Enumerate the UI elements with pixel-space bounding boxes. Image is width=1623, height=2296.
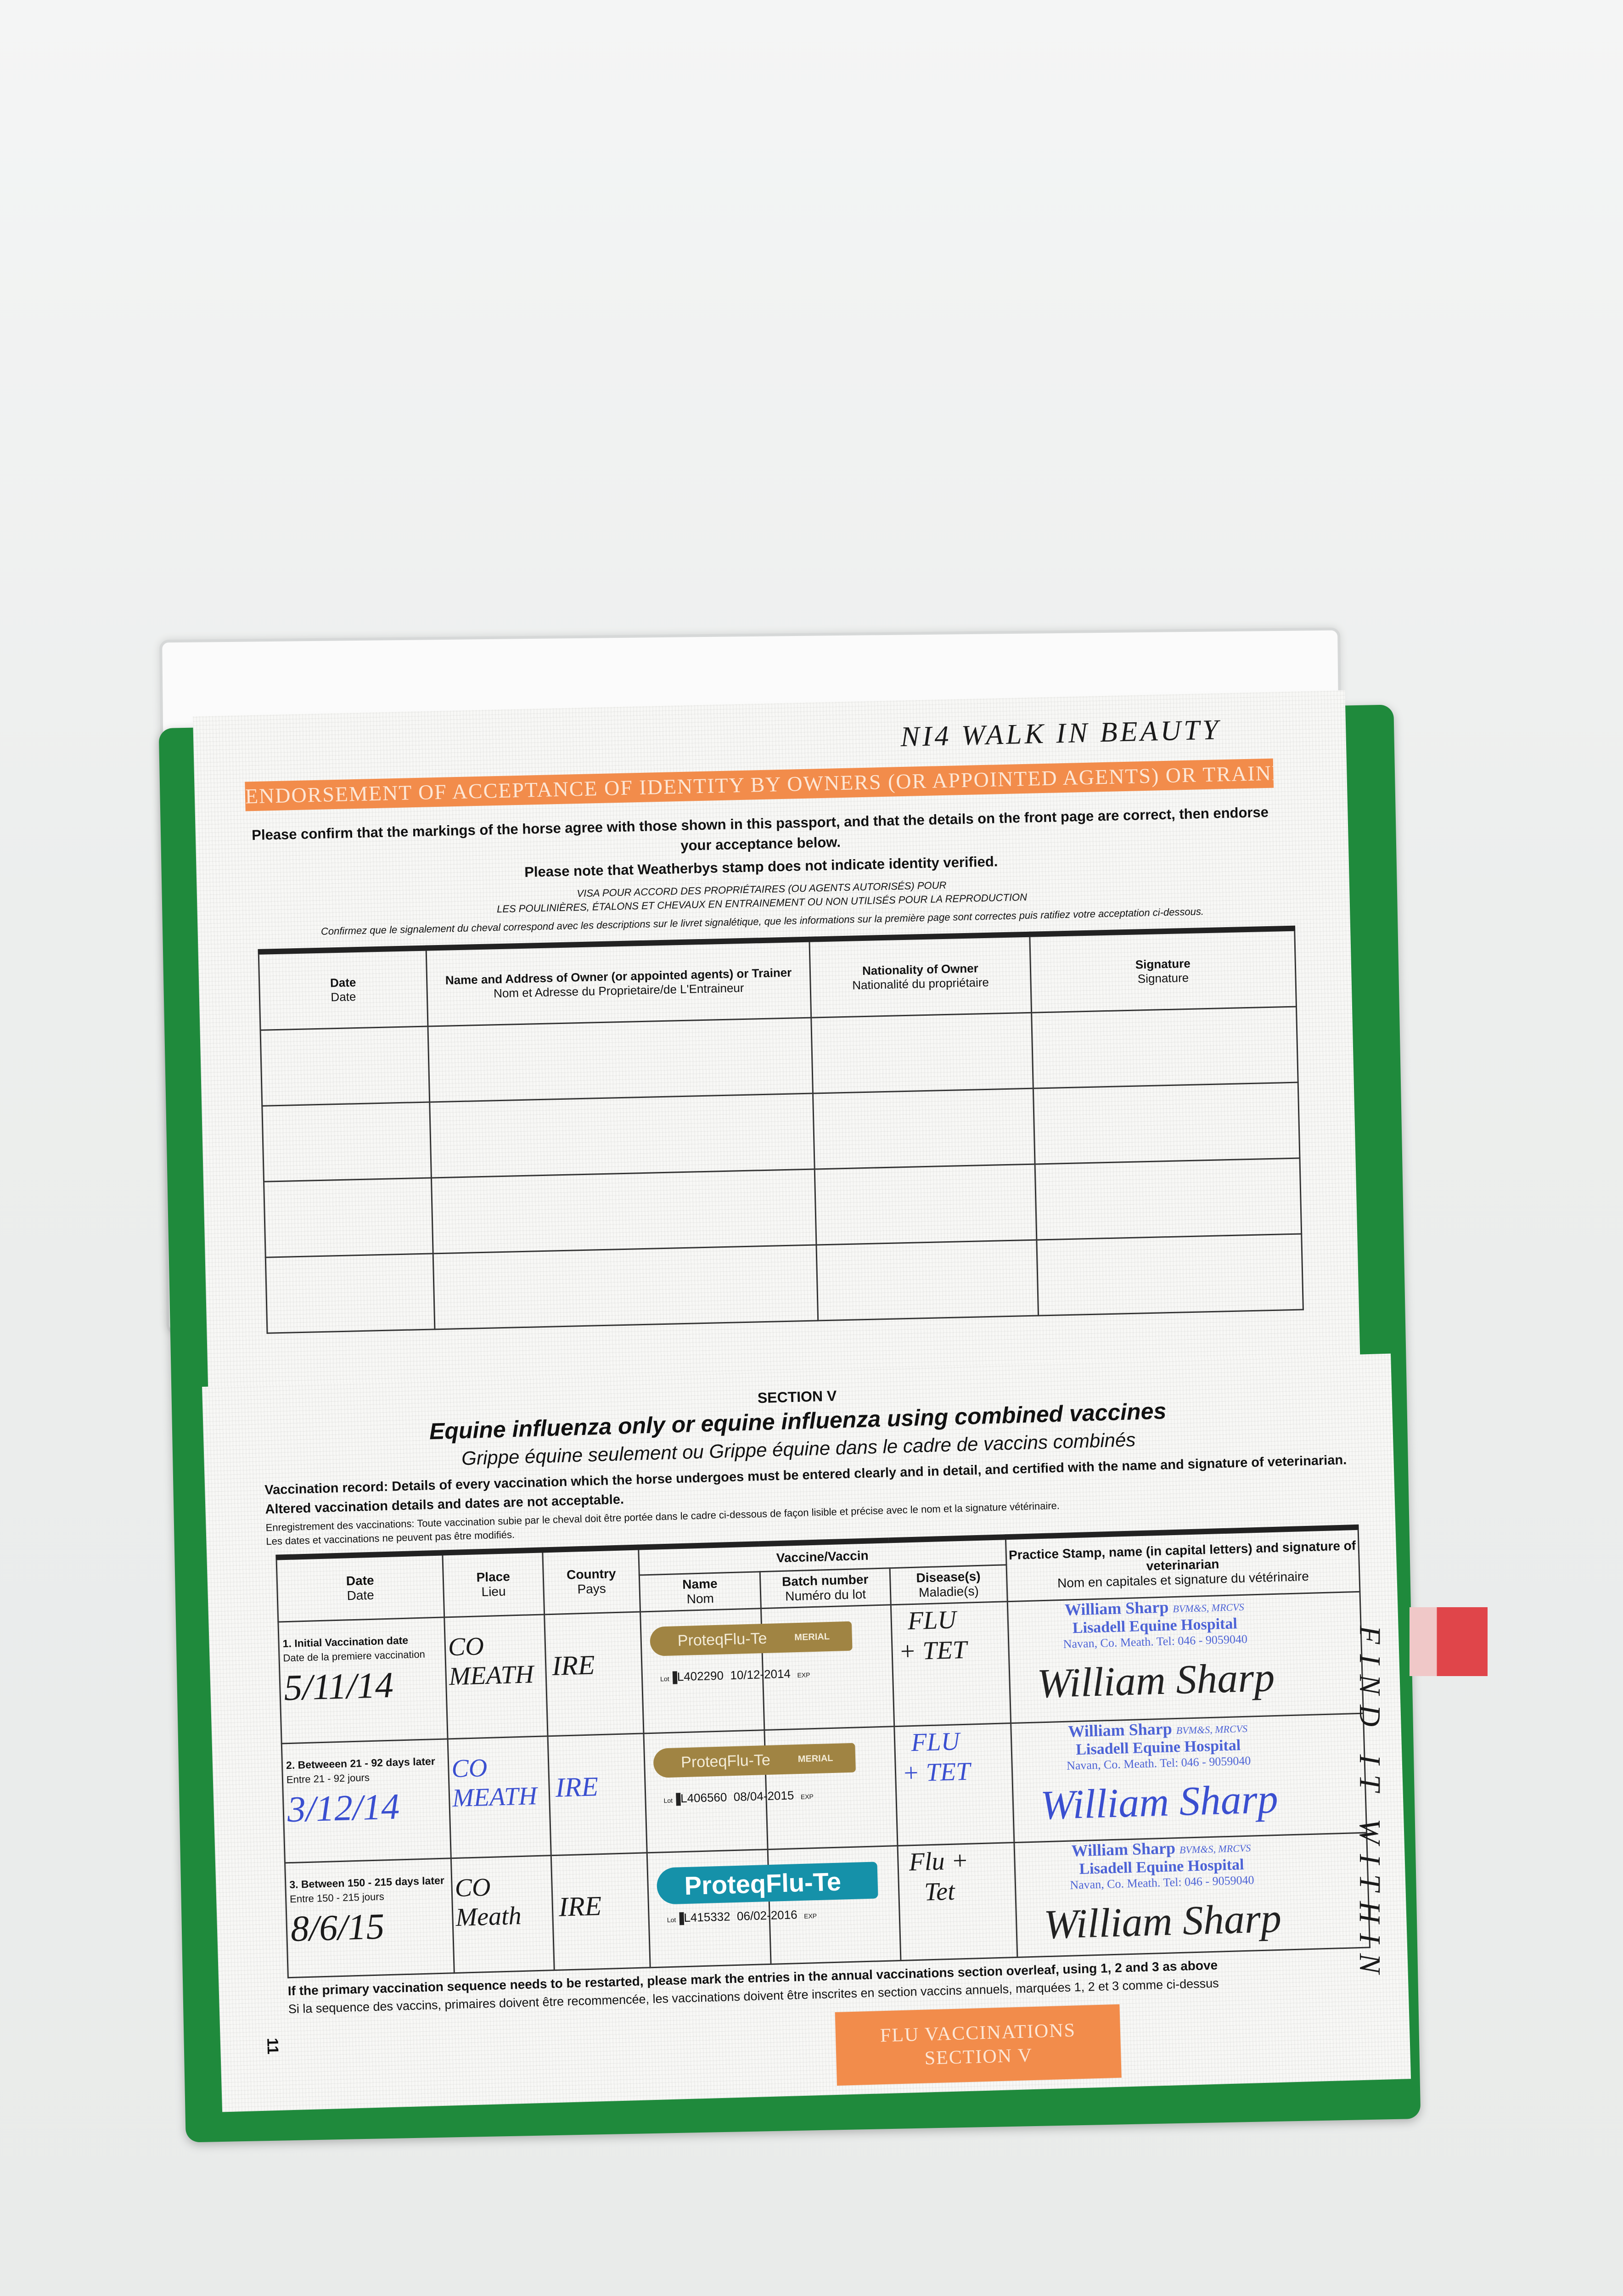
cell[interactable] [1036, 1233, 1303, 1316]
cell[interactable] [433, 1244, 818, 1329]
vaccination-date: 3/12/14 [286, 1786, 400, 1830]
col-name: Name Nom [639, 1571, 761, 1612]
col-disease: Disease(s) Maladie(s) [890, 1564, 1007, 1605]
cell[interactable] [260, 1026, 430, 1106]
col-practice-stamp: Practice Stamp, name (in capital letters… [1005, 1527, 1360, 1602]
cell[interactable] [431, 1169, 816, 1254]
vaccine-label-sticker: ProteqFlu-Te [656, 1862, 878, 1905]
cell[interactable] [429, 1093, 815, 1178]
row-label-fr: Entre 150 - 215 jours [289, 1891, 384, 1905]
cell[interactable] [427, 1017, 813, 1102]
col-date: Date Date [276, 1553, 444, 1622]
vaccination-place: CO Meath [454, 1873, 522, 1932]
vaccine-name: ProteqFlu-Te [680, 1751, 771, 1771]
cell[interactable] [262, 1102, 432, 1182]
vaccination-disease: FLU + TET [902, 1727, 971, 1788]
row-label-block: 3. Between 150 - 215 days later Entre 15… [289, 1874, 447, 1950]
cell[interactable] [265, 1253, 435, 1333]
page-number: 11 [264, 2037, 282, 2055]
col-country: Country Pays [542, 1547, 640, 1615]
col-date: Date Date [258, 948, 428, 1030]
col-place: Place Lieu [442, 1550, 545, 1617]
vaccination-place: CO MEATH [451, 1753, 538, 1813]
vaccine-label-sticker: ProteqFlu-Te MERIAL [653, 1743, 856, 1778]
cell[interactable] [1031, 1006, 1298, 1088]
vaccine-maker: MERIAL [794, 1631, 830, 1643]
cell[interactable] [813, 1088, 1035, 1169]
practice-stamp: William Sharp BVM&S, MRCVS Lisadell Equi… [1069, 1839, 1254, 1892]
vaccine-label-sticker: ProteqFlu-Te MERIAL [649, 1621, 853, 1656]
cell[interactable] [811, 1012, 1033, 1093]
cell[interactable] [264, 1177, 433, 1257]
practice-stamp: William Sharp BVM&S, MRCVS Lisadell Equi… [1066, 1719, 1251, 1773]
endorsement-table: Date Date Name and Address of Owner (or a… [258, 926, 1304, 1334]
cell[interactable] [1035, 1158, 1302, 1240]
vaccine-maker: MERIAL [797, 1753, 833, 1764]
vaccination-country: IRE [555, 1771, 599, 1803]
endorsement-page: NI4 WALK IN BEAUTY Endorsement of accept… [193, 690, 1360, 1391]
red-bookmark-tab[interactable] [1410, 1607, 1488, 1676]
endorsement-banner: Endorsement of acceptance of identity by… [245, 758, 1274, 811]
veterinarian-signature: William Sharp [1039, 1776, 1279, 1829]
vaccination-date: 5/11/14 [283, 1665, 394, 1709]
vaccination-disease: Flu + Tet [908, 1846, 969, 1907]
col-signature: Signature Signature [1029, 928, 1297, 1013]
margin-handwritten-note: FIND IT WITHIN [1353, 1626, 1387, 1984]
vaccination-date: 8/6/15 [290, 1906, 385, 1950]
row-label-fr: Entre 21 - 92 jours [286, 1772, 370, 1786]
veterinarian-signature: William Sharp [1043, 1895, 1282, 1948]
vaccination-page: SECTION V Equine influenza only or equin… [202, 1353, 1411, 2112]
vaccination-disease: FLU + TET [898, 1605, 967, 1666]
cell[interactable] [816, 1239, 1039, 1321]
col-nationality: Nationality of Owner Nationalité du propr… [809, 934, 1032, 1018]
vaccine-name: ProteqFlu-Te [684, 1867, 842, 1900]
row-label-fr: Date de la premiere vaccination [283, 1648, 426, 1664]
section-tab[interactable]: FLU VACCINATIONS SECTION V [835, 2004, 1122, 2086]
cell[interactable] [814, 1164, 1037, 1245]
col-owner: Name and Address of Owner (or appointed … [426, 939, 811, 1026]
vaccination-country: IRE [551, 1649, 595, 1681]
row-label-block: 2. Betweeen 21 - 92 days later Entre 21 … [286, 1755, 444, 1830]
vaccination-country: IRE [558, 1891, 602, 1922]
row-label-block: 1. Initial Vaccination date Date de la p… [282, 1633, 440, 1709]
handwritten-horse-name: NI4 WALK IN BEAUTY [900, 714, 1221, 753]
vaccine-name: ProteqFlu-Te [677, 1629, 767, 1649]
col-batch: Batch number Numéro du lot [760, 1568, 891, 1609]
cell[interactable] [1033, 1082, 1300, 1164]
practice-stamp: William Sharp BVM&S, MRCVS Lisadell Equi… [1063, 1598, 1248, 1651]
vaccination-place: CO MEATH [448, 1632, 534, 1691]
veterinarian-signature: William Sharp [1036, 1654, 1275, 1707]
